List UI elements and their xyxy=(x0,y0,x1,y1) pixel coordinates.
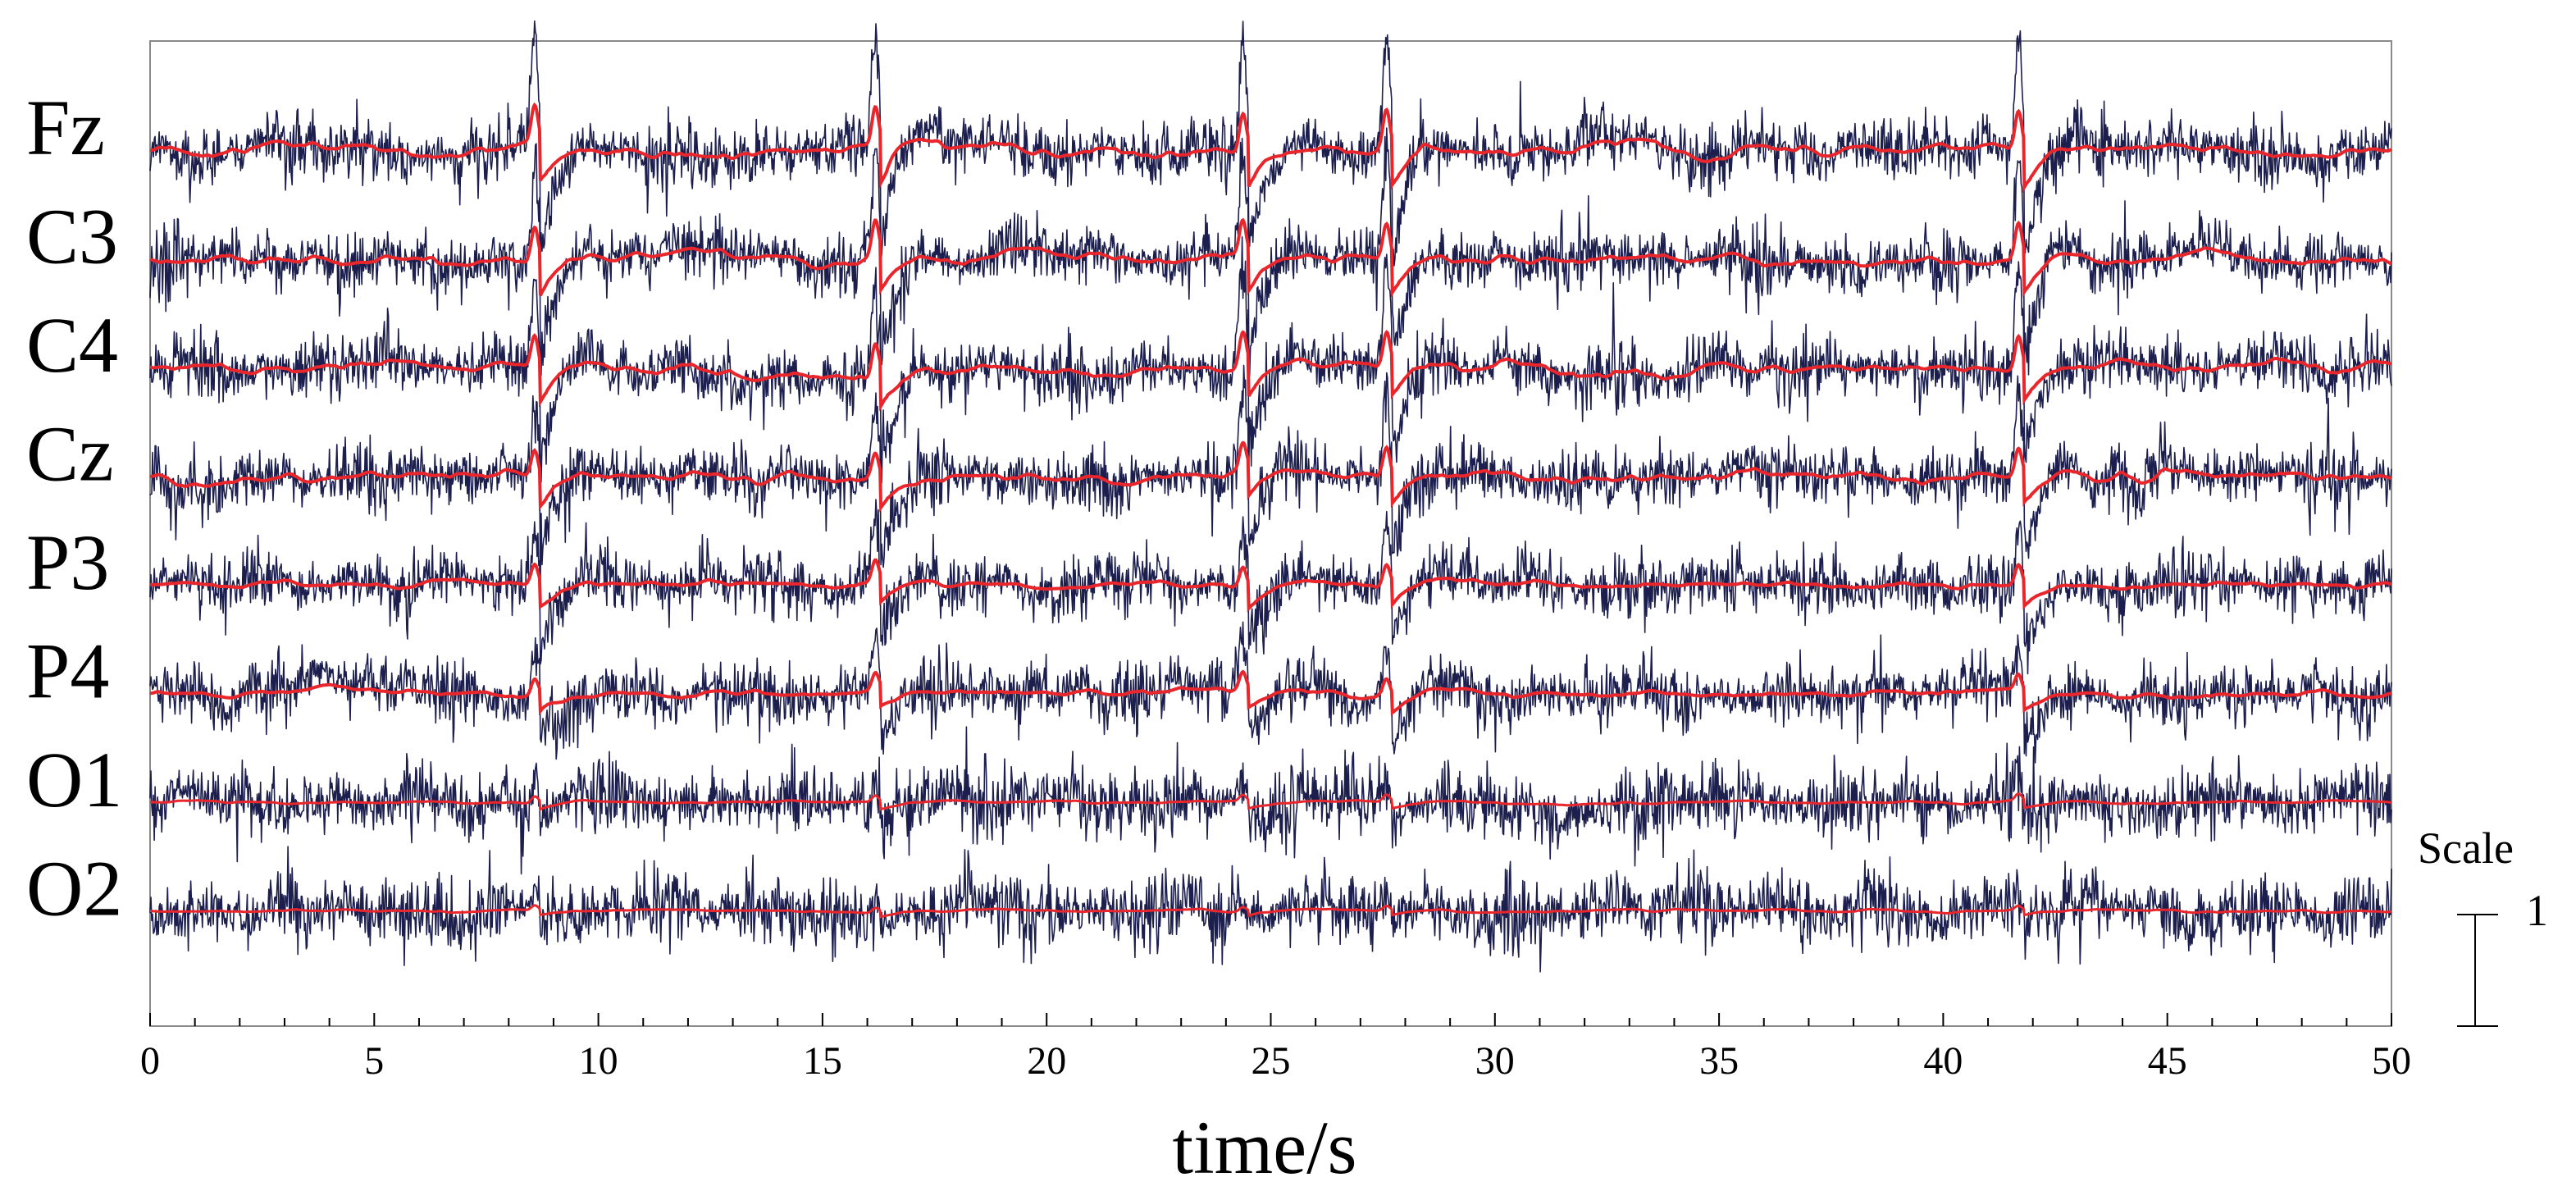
channel-label-o1: O1 xyxy=(26,736,122,824)
x-axis-title: time/s xyxy=(1173,1106,1357,1189)
raw-trace-c4 xyxy=(149,236,2392,484)
smoothed-trace-o1 xyxy=(149,792,2392,811)
raw-trace-fz xyxy=(149,20,2392,267)
x-tick-label-5: 5 xyxy=(364,1039,384,1083)
smoothed-trace-o2 xyxy=(150,904,2392,919)
channel-label-c3: C3 xyxy=(26,193,118,281)
x-tick-label-30: 30 xyxy=(1475,1039,1515,1083)
raw-trace-o2 xyxy=(149,846,2392,973)
x-tick-label-35: 35 xyxy=(1699,1039,1739,1083)
smoothed-trace-c3 xyxy=(149,217,2392,298)
channel-labels: Fz C3 C4 Cz P3 P4 O1 O2 xyxy=(26,84,122,933)
x-tick-label-15: 15 xyxy=(803,1039,842,1083)
x-axis: 0 5 10 15 20 25 30 35 40 45 50 xyxy=(140,1013,2411,1083)
x-tick-label-45: 45 xyxy=(2148,1039,2187,1083)
raw-trace-p4 xyxy=(149,621,2392,764)
x-tick-label-0: 0 xyxy=(140,1039,160,1083)
scale-label: Scale xyxy=(2418,824,2514,873)
channel-label-fz: Fz xyxy=(26,84,105,171)
x-tick-label-40: 40 xyxy=(1923,1039,1963,1083)
smoothed-trace-c4 xyxy=(149,330,2391,412)
eeg-traces xyxy=(149,20,2392,973)
raw-trace-c3 xyxy=(149,127,2392,376)
smoothed-trace-p4 xyxy=(149,669,2392,716)
x-tick-label-50: 50 xyxy=(2372,1039,2411,1083)
smoothed-trace-fz xyxy=(149,102,2392,194)
channel-label-p3: P3 xyxy=(26,518,109,606)
smoothed-trace-p3 xyxy=(149,558,2392,613)
x-tick-label-25: 25 xyxy=(1252,1039,1291,1083)
scale-value: 1 xyxy=(2526,886,2548,935)
raw-trace-o1 xyxy=(149,726,2392,875)
channel-label-o2: O2 xyxy=(26,845,122,933)
channel-label-p4: P4 xyxy=(26,627,109,715)
raw-trace-p3 xyxy=(149,499,2392,675)
x-tick-label-20: 20 xyxy=(1027,1039,1066,1083)
channel-label-cz: Cz xyxy=(26,410,114,498)
scale-bar: Scale 1 xyxy=(2418,824,2548,1027)
smoothed-trace-cz xyxy=(149,440,2392,513)
x-tick-label-10: 10 xyxy=(579,1039,618,1083)
channel-label-c4: C4 xyxy=(26,301,118,389)
